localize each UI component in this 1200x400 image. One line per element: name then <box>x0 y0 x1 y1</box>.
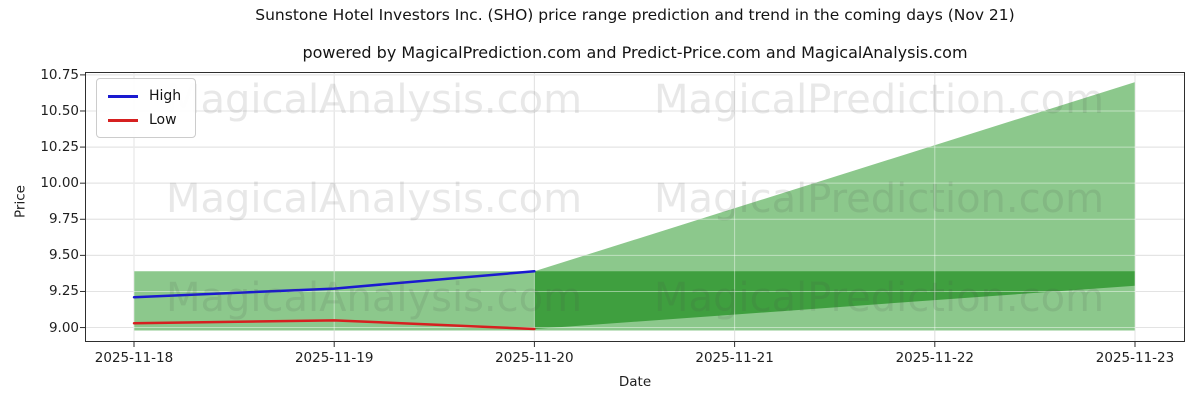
y-tick-label: 9.75 <box>48 211 79 228</box>
x-axis-label: Date <box>618 374 652 390</box>
band-forecast-wide <box>534 82 1135 331</box>
y-tick-label: 10.25 <box>40 139 79 156</box>
low-line <box>132 319 536 331</box>
x-tick-label: 2025-11-20 <box>495 350 574 366</box>
y-tick-label: 10.50 <box>40 102 79 119</box>
x-tick-label: 2025-11-18 <box>94 350 174 366</box>
chart-subtitle: powered by MagicalPrediction.com and Pre… <box>302 43 968 62</box>
x-tick-label: 2025-11-21 <box>695 350 774 366</box>
low-line-swatch-icon <box>108 118 138 122</box>
legend-item-high: High <box>108 88 181 104</box>
y-tick-label: 9.25 <box>48 283 79 300</box>
legend-item-low: Low <box>108 112 181 128</box>
high-line <box>132 270 536 299</box>
band-historical-range <box>134 271 535 331</box>
high-line-swatch-icon <box>108 94 138 98</box>
y-tick-label: 10.75 <box>40 66 79 83</box>
chart-title: Sunstone Hotel Investors Inc. (SHO) pric… <box>255 6 1015 24</box>
y-tick-label: 9.50 <box>48 247 79 264</box>
band-forecast-likely <box>534 271 1135 330</box>
legend: High Low <box>96 78 197 138</box>
y-tick-label: 10.00 <box>40 175 79 192</box>
legend-label-low: Low <box>149 112 177 128</box>
legend-label-high: High <box>149 88 182 104</box>
y-axis-label: Price <box>12 185 29 218</box>
plot-area <box>80 72 1185 347</box>
x-tick-label: 2025-11-23 <box>1095 350 1175 366</box>
x-tick-label: 2025-11-22 <box>895 350 975 366</box>
plot-frame <box>85 72 1185 342</box>
y-tick-label: 9.00 <box>48 319 79 336</box>
x-tick-label: 2025-11-19 <box>294 350 374 366</box>
